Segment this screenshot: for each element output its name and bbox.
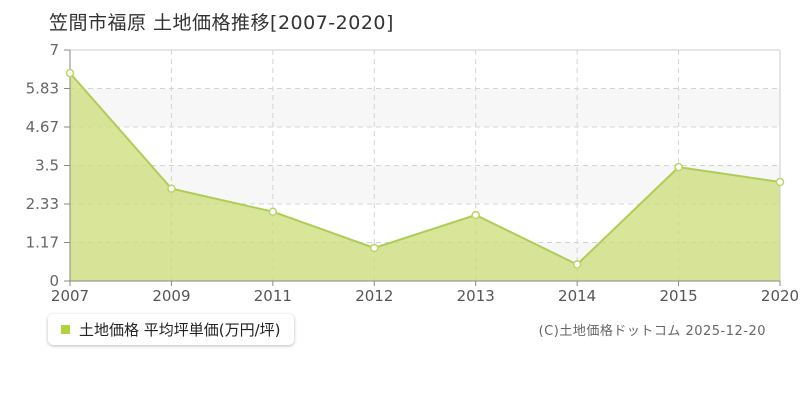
svg-text:5.83: 5.83 <box>26 80 59 98</box>
svg-text:2007: 2007 <box>51 287 89 305</box>
svg-text:2015: 2015 <box>659 287 697 305</box>
land-price-trend-chart: 01.172.333.54.675.837 2007 2009 2011 2012 20… <box>26 41 800 305</box>
data-point-markers <box>65 68 785 269</box>
svg-text:1.17: 1.17 <box>26 234 59 252</box>
svg-text:2009: 2009 <box>152 287 190 305</box>
svg-text:2013: 2013 <box>457 287 495 305</box>
svg-text:2020: 2020 <box>761 287 799 305</box>
series-swatch-icon <box>61 325 70 334</box>
svg-text:2012: 2012 <box>355 287 393 305</box>
legend-label: 土地価格 平均坪単価(万円/坪) <box>79 321 281 339</box>
axes <box>64 49 781 286</box>
area-series <box>69 72 781 281</box>
svg-text:4.67: 4.67 <box>26 118 59 136</box>
svg-text:2.33: 2.33 <box>26 195 59 213</box>
y-axis-tick-labels: 0 1.17 2.33 3.5 4.67 5.83 7 <box>26 41 59 290</box>
svg-text:7: 7 <box>49 41 59 59</box>
copyright-text: (C)土地価格ドットコム 2025-12-20 <box>538 324 766 339</box>
svg-text:0: 0 <box>49 272 59 290</box>
svg-text:2011: 2011 <box>254 287 292 305</box>
svg-text:2014: 2014 <box>558 287 596 305</box>
x-axis-tick-labels: 2007 2009 2011 2012 2013 2014 2015 2020 <box>51 287 799 305</box>
svg-text:3.5: 3.5 <box>35 157 59 175</box>
page-title: 笠間市福原 土地価格推移[2007-2020] <box>49 12 394 34</box>
legend: 土地価格 平均坪単価(万円/坪) <box>48 314 294 345</box>
